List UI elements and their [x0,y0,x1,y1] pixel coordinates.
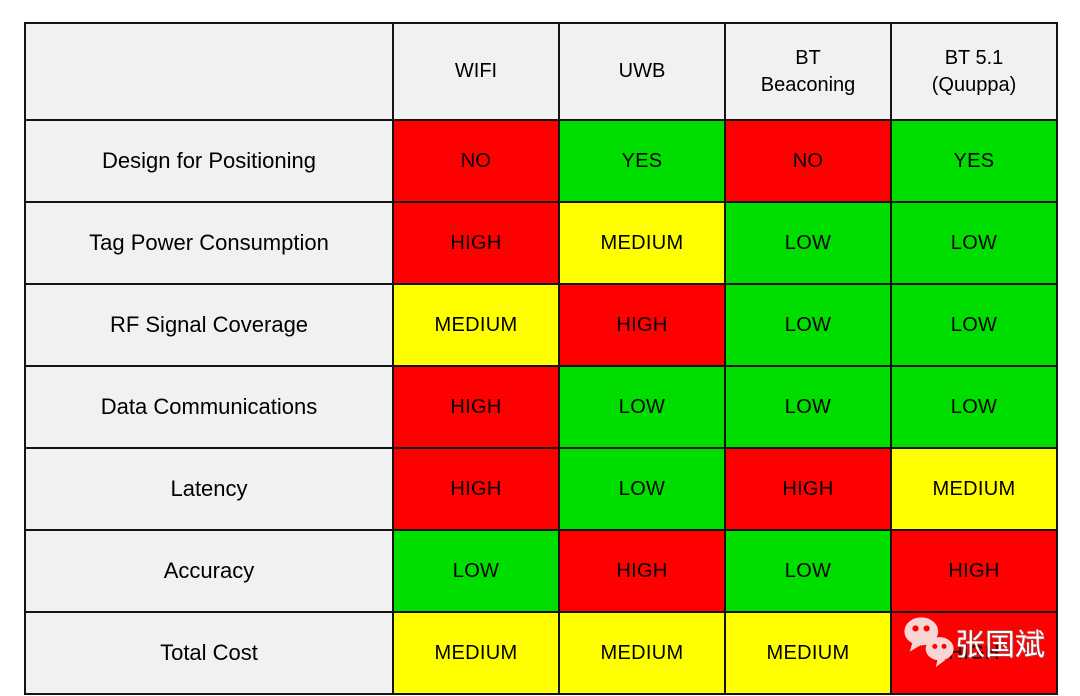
rating-cell: MEDIUM [558,611,726,695]
rating-cell: LOW [724,365,892,449]
column-header: UWB [558,22,726,121]
rating-cell: HIGH [724,447,892,531]
rating-cell: MEDIUM [724,611,892,695]
rating-cell: YES [890,119,1058,203]
rating-cell: HIGH [558,529,726,613]
rating-cell: LOW [558,447,726,531]
table-row: RF Signal Coverage MEDIUM HIGH LOW LOW [24,283,1058,367]
rating-cell: LOW [724,529,892,613]
rating-cell: HIGH [392,447,560,531]
row-label: Design for Positioning [24,119,394,203]
table-row: Tag Power Consumption HIGH MEDIUM LOW LOW [24,201,1058,285]
rating-cell: LOW [392,529,560,613]
rating-cell: MEDIUM [392,611,560,695]
row-label: Accuracy [24,529,394,613]
table-row: Latency HIGH LOW HIGH MEDIUM [24,447,1058,531]
column-header: BT 5.1 (Quuppa) [890,22,1058,121]
comparison-table: WIFI UWB BT Beaconing BT 5.1 (Quuppa) Desig… [24,22,1058,695]
row-label: Total Cost [24,611,394,695]
rating-cell: LOW [890,201,1058,285]
rating-cell: HIGH [392,365,560,449]
table-row: Data Communications HIGH LOW LOW LOW [24,365,1058,449]
rating-cell: MEDIUM [558,201,726,285]
rating-cell: HIGH [392,201,560,285]
rating-cell: HIGH [890,611,1058,695]
rating-cell: LOW [724,201,892,285]
table-header-row: WIFI UWB BT Beaconing BT 5.1 (Quuppa) [24,22,1058,121]
row-label: RF Signal Coverage [24,283,394,367]
rating-cell: NO [724,119,892,203]
rating-cell: MEDIUM [890,447,1058,531]
table-row: Accuracy LOW HIGH LOW HIGH [24,529,1058,613]
rating-cell: HIGH [890,529,1058,613]
rating-cell: LOW [724,283,892,367]
rating-cell: YES [558,119,726,203]
table-row: Total Cost MEDIUM MEDIUM MEDIUM HIGH [24,611,1058,695]
corner-cell [24,22,394,121]
rating-cell: NO [392,119,560,203]
table-row: Design for Positioning NO YES NO YES [24,119,1058,203]
column-header: WIFI [392,22,560,121]
rating-cell: LOW [890,283,1058,367]
rating-cell: HIGH [558,283,726,367]
rating-cell: LOW [890,365,1058,449]
rating-cell: MEDIUM [392,283,560,367]
row-label: Tag Power Consumption [24,201,394,285]
rating-cell: LOW [558,365,726,449]
row-label: Latency [24,447,394,531]
row-label: Data Communications [24,365,394,449]
column-header: BT Beaconing [724,22,892,121]
